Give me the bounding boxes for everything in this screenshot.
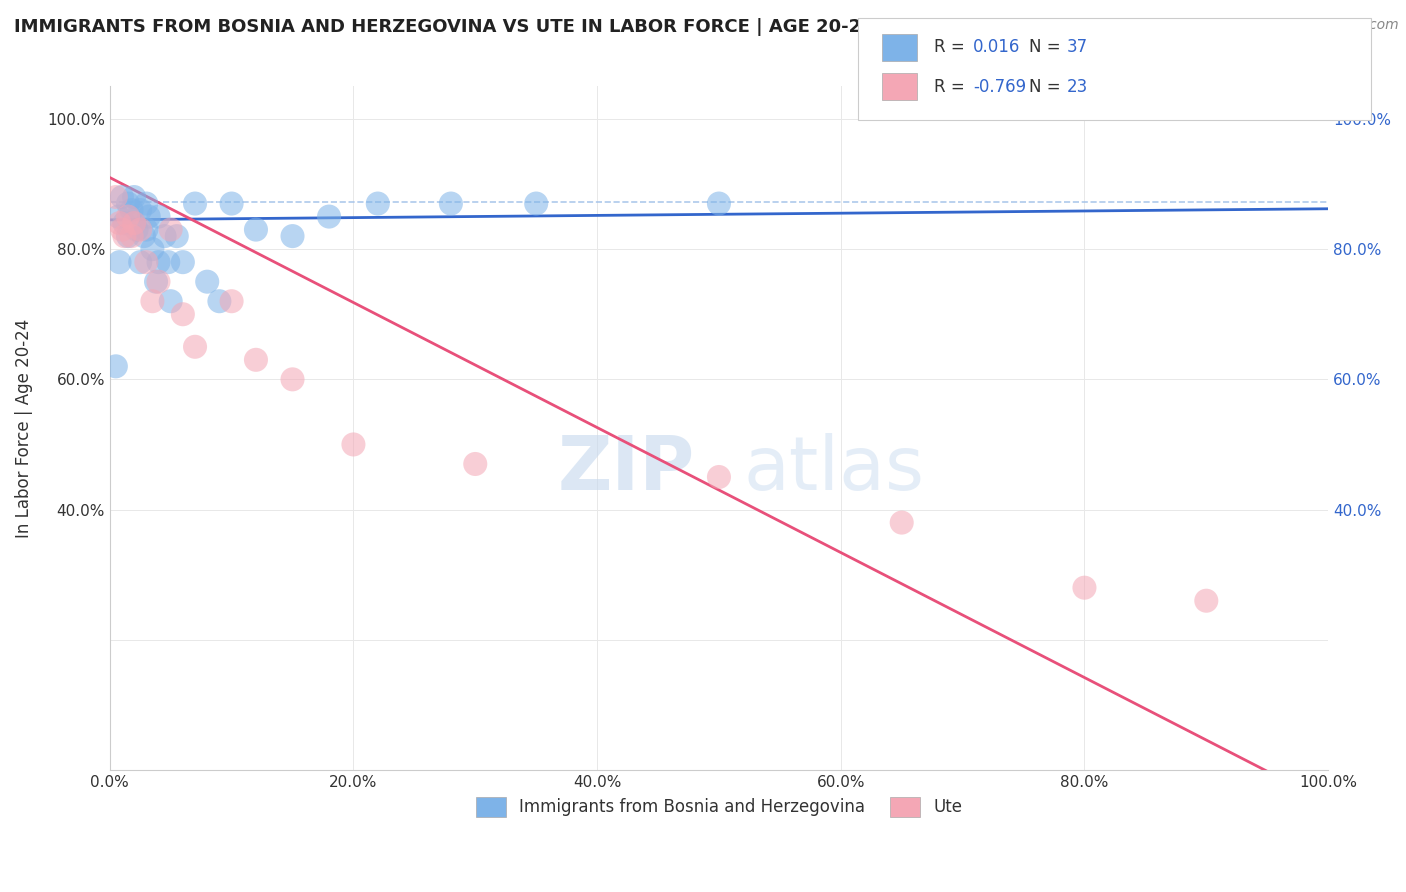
Point: [464, 457, 486, 471]
Point: [159, 294, 181, 309]
Point: [135, 255, 157, 269]
Point: [117, 210, 139, 224]
Point: [135, 196, 157, 211]
Point: [141, 242, 163, 256]
Point: [122, 216, 145, 230]
Text: N =: N =: [1029, 38, 1066, 56]
Point: [148, 210, 170, 224]
Point: [157, 255, 180, 269]
Point: [112, 216, 135, 230]
Point: [245, 352, 267, 367]
Text: 0.016: 0.016: [973, 38, 1021, 56]
Point: [166, 229, 188, 244]
Point: [108, 216, 131, 230]
Point: [221, 196, 243, 211]
Text: ZIP: ZIP: [557, 433, 695, 506]
Point: [172, 255, 194, 269]
Text: N =: N =: [1029, 78, 1066, 95]
Point: [145, 275, 167, 289]
Point: [111, 190, 134, 204]
Point: [112, 229, 135, 244]
Point: [524, 196, 547, 211]
Point: [148, 275, 170, 289]
Point: [367, 196, 389, 211]
Point: [122, 190, 145, 204]
Point: [342, 437, 364, 451]
Text: R =: R =: [934, 38, 970, 56]
Text: 37: 37: [1067, 38, 1088, 56]
Point: [141, 294, 163, 309]
Text: -0.769: -0.769: [973, 78, 1026, 95]
Point: [117, 229, 139, 244]
Point: [138, 210, 160, 224]
Y-axis label: In Labor Force | Age 20-24: In Labor Force | Age 20-24: [15, 318, 32, 538]
Point: [1073, 581, 1095, 595]
Point: [132, 229, 155, 244]
Point: [107, 210, 129, 224]
Point: [153, 229, 176, 244]
Point: [440, 196, 463, 211]
Point: [129, 255, 152, 269]
Point: [195, 275, 218, 289]
Point: [129, 222, 152, 236]
Point: [121, 202, 143, 217]
Point: [245, 222, 267, 236]
Text: 23: 23: [1067, 78, 1088, 95]
Text: Source: ZipAtlas.com: Source: ZipAtlas.com: [1251, 18, 1399, 32]
Point: [135, 222, 157, 236]
Point: [707, 196, 730, 211]
Point: [318, 210, 340, 224]
Point: [184, 196, 207, 211]
Point: [184, 340, 207, 354]
Point: [1195, 593, 1218, 607]
Point: [108, 255, 131, 269]
Point: [129, 202, 152, 217]
Point: [104, 190, 127, 204]
Legend: Immigrants from Bosnia and Herzegovina, Ute: Immigrants from Bosnia and Herzegovina, …: [470, 790, 969, 823]
Point: [125, 222, 148, 236]
Point: [281, 372, 304, 386]
Text: atlas: atlas: [744, 433, 924, 506]
Point: [159, 222, 181, 236]
Text: R =: R =: [934, 78, 970, 95]
Point: [111, 222, 134, 236]
Point: [890, 516, 912, 530]
Text: IMMIGRANTS FROM BOSNIA AND HERZEGOVINA VS UTE IN LABOR FORCE | AGE 20-24 CORRELA: IMMIGRANTS FROM BOSNIA AND HERZEGOVINA V…: [14, 18, 1095, 36]
Point: [281, 229, 304, 244]
Point: [172, 307, 194, 321]
Point: [208, 294, 231, 309]
Point: [122, 216, 145, 230]
Point: [707, 470, 730, 484]
Point: [121, 229, 143, 244]
Point: [221, 294, 243, 309]
Point: [104, 359, 127, 374]
Point: [148, 255, 170, 269]
Point: [117, 196, 139, 211]
